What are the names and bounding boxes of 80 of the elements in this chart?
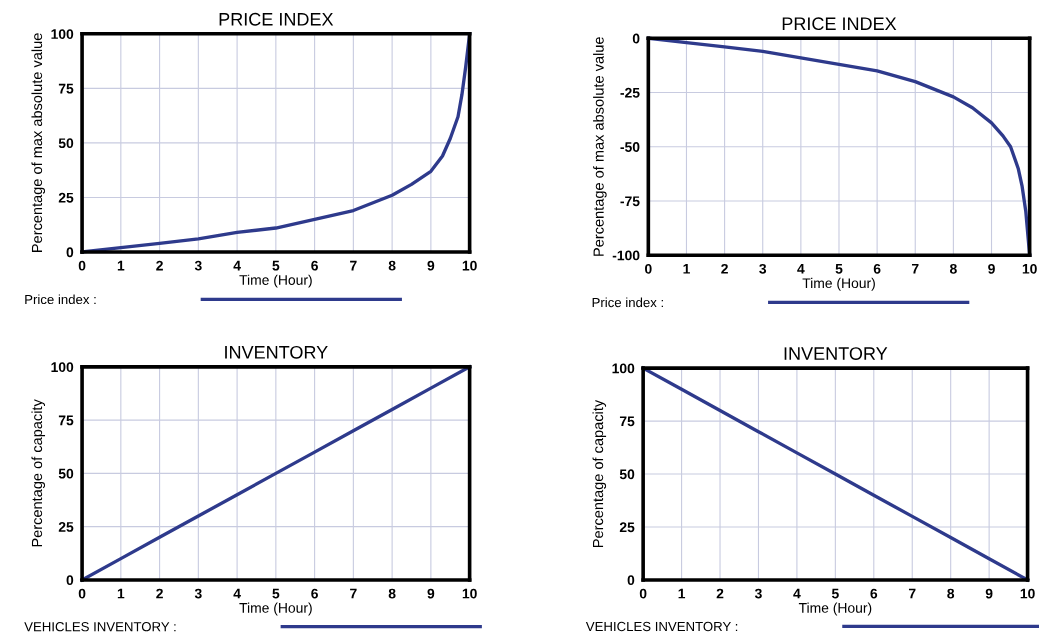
y-tick-label: 75 [58, 83, 74, 94]
x-axis-title: Time (Hour) [239, 602, 312, 616]
y-tick-label: -75 [620, 196, 640, 207]
x-tick-label: 4 [233, 260, 241, 271]
y-tick-label: 0 [66, 247, 74, 258]
x-tick-label: 2 [716, 588, 724, 599]
chart-title: PRICE INDEX [219, 12, 334, 26]
x-tick-label: 2 [721, 263, 728, 274]
text: VEHICLES INVENTORY : [585, 621, 738, 632]
y-tick-label: 0 [632, 33, 640, 44]
x-tick-label: 7 [350, 260, 357, 271]
x-tick-label: 7 [350, 588, 357, 599]
y-tick-label: 50 [58, 468, 74, 479]
x-tick-label: 3 [194, 260, 202, 271]
x-tick-label: 4 [797, 264, 805, 274]
y-tick-label: -25 [620, 87, 640, 98]
y-tick-label: 50 [619, 469, 635, 480]
y-tick-label: 75 [58, 415, 74, 426]
x-tick-label: 6 [311, 588, 318, 599]
x-tick-label: 4 [793, 588, 801, 599]
text: Price index : [592, 297, 663, 308]
y-tick-label: -100 [612, 250, 640, 261]
x-tick-label: 10 [1022, 263, 1037, 274]
chart-title: INVENTORY [784, 347, 888, 360]
y-axis-title: Percentage of capacity [31, 399, 46, 547]
chart-title: PRICE INDEX [782, 17, 897, 31]
x-tick-label: 9 [427, 588, 435, 599]
y-tick-label: 100 [51, 362, 74, 373]
x-tick-label: 0 [78, 588, 86, 599]
x-tick-label: 6 [311, 260, 318, 271]
x-tick-label: 5 [835, 264, 843, 274]
x-tick-label: 1 [117, 588, 125, 599]
y-tick-label: 25 [58, 192, 74, 203]
y-axis-title: Percentage of max absolute value [31, 33, 46, 252]
text: Price index : [25, 294, 96, 305]
y-axis-title: Percentage of max absolute value [593, 37, 607, 256]
y-tick-label: -50 [620, 142, 640, 152]
y-tick-label: 0 [66, 575, 74, 586]
x-tick-label: 7 [911, 264, 919, 274]
x-tick-label: 5 [272, 588, 280, 599]
x-tick-label: 1 [683, 264, 690, 274]
x-tick-label: 8 [388, 588, 396, 599]
x-tick-label: 10 [462, 260, 477, 271]
y-tick-label: 25 [619, 522, 635, 533]
x-tick-label: 5 [831, 588, 839, 599]
x-tick-label: 0 [645, 263, 652, 274]
y-axis-title: Percentage of capacity [592, 399, 607, 548]
x-axis-title: Time (Hour) [239, 274, 312, 288]
y-tick-label: 75 [619, 416, 635, 427]
x-tick-label: 9 [988, 263, 995, 274]
x-tick-label: 10 [1020, 588, 1035, 599]
x-tick-label: 6 [873, 263, 881, 274]
x-tick-label: 6 [870, 588, 878, 599]
x-tick-label: 1 [117, 260, 125, 271]
x-tick-label: 9 [985, 588, 993, 599]
text: VEHICLES INVENTORY : [24, 622, 176, 632]
x-tick-label: 5 [272, 260, 280, 271]
x-tick-label: 0 [78, 260, 86, 271]
x-tick-label: 8 [949, 263, 957, 274]
chart-title: INVENTORY [225, 345, 328, 359]
x-tick-label: 4 [233, 588, 241, 599]
x-tick-label: 3 [759, 263, 767, 274]
y-tick-label: 50 [58, 138, 74, 149]
y-tick-label: 0 [627, 575, 635, 586]
x-tick-label: 9 [427, 260, 435, 271]
x-tick-label: 10 [462, 588, 477, 599]
x-tick-label: 7 [908, 588, 916, 599]
y-tick-label: 100 [612, 363, 635, 374]
y-tick-label: 100 [51, 29, 74, 39]
x-axis-title: Time (Hour) [802, 277, 875, 291]
x-tick-label: 8 [388, 260, 396, 271]
x-axis-title: Time (Hour) [798, 602, 872, 616]
x-tick-label: 2 [156, 588, 163, 599]
x-tick-label: 3 [194, 588, 202, 599]
x-tick-label: 2 [156, 260, 163, 271]
x-tick-label: 0 [639, 588, 647, 599]
x-tick-label: 3 [754, 588, 762, 599]
y-tick-label: 25 [58, 522, 74, 532]
x-tick-label: 1 [678, 588, 686, 599]
x-tick-label: 8 [947, 588, 955, 599]
